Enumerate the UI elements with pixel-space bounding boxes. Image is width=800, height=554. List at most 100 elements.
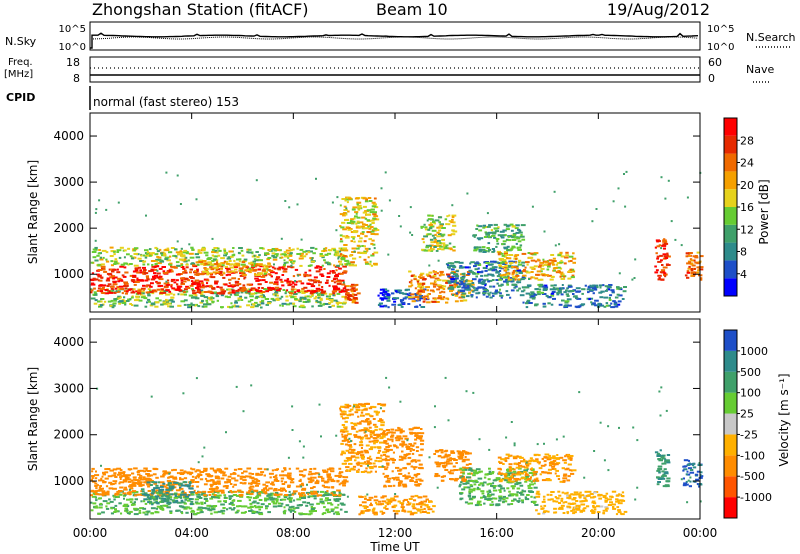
velocity-cell — [391, 470, 394, 473]
velocity-cell — [504, 479, 509, 482]
velocity-cell — [341, 493, 345, 496]
velocity-cell — [209, 479, 215, 482]
power-cell — [355, 226, 361, 229]
power-cell — [350, 289, 354, 292]
power-cell — [92, 248, 97, 251]
power-cell — [531, 253, 537, 256]
power-cell — [248, 284, 252, 286]
power-cell — [340, 260, 342, 263]
power-cell — [159, 292, 164, 294]
power-cell — [203, 296, 209, 299]
velocity-cell — [425, 498, 429, 501]
velocity-cell — [347, 457, 353, 460]
power-cell — [422, 296, 426, 299]
power-cell — [491, 231, 497, 234]
power-cell — [351, 247, 357, 250]
velocity-cell — [283, 509, 287, 512]
power-cell — [487, 250, 490, 253]
power-cell — [452, 281, 457, 284]
power-cell — [513, 236, 517, 239]
velocity-cell — [322, 512, 327, 515]
power-cell — [320, 294, 325, 297]
velocity-cell — [134, 494, 137, 497]
velocity-cell — [146, 470, 152, 472]
power-cell — [686, 271, 690, 274]
velocity-cell — [216, 480, 221, 483]
velocity-cell — [417, 496, 423, 499]
power-cell — [470, 295, 474, 298]
velocity-cell — [461, 469, 466, 472]
velocity-cell — [179, 493, 185, 496]
power-cell — [509, 223, 514, 226]
power-cell — [176, 240, 179, 243]
velocity-cell — [281, 483, 286, 485]
velocity-cell — [358, 422, 362, 425]
power-cell — [333, 281, 336, 284]
power-cell — [270, 297, 275, 300]
power-cell — [223, 260, 227, 263]
power-cell — [482, 290, 487, 293]
velocity-cell — [175, 509, 179, 512]
power-cell — [410, 296, 415, 299]
velocity-cell — [401, 508, 405, 510]
velocity-cell — [350, 455, 355, 458]
velocity-cell — [131, 490, 137, 493]
velocity-cell — [148, 497, 152, 500]
power-cell — [274, 247, 279, 250]
power-cell — [502, 273, 507, 276]
power-cell — [101, 286, 105, 289]
power-cell — [431, 214, 434, 217]
power-cell — [464, 280, 468, 283]
power-cell — [209, 266, 214, 269]
power-cell — [134, 299, 139, 302]
power-cell — [447, 266, 451, 269]
power-cell — [332, 278, 337, 281]
power-cell — [490, 260, 495, 263]
power-cell — [286, 249, 292, 252]
power-cell — [266, 258, 270, 261]
power-cell — [195, 287, 200, 289]
velocity-cell — [322, 470, 327, 473]
velocity-cell — [409, 428, 414, 431]
velocity-cell — [189, 473, 192, 476]
power-cell — [111, 306, 115, 309]
power-cell — [188, 243, 191, 246]
power-cell — [164, 286, 168, 289]
velocity-cell — [309, 468, 313, 470]
power-cell — [428, 271, 433, 274]
power-cell — [110, 250, 114, 253]
velocity-cell — [378, 466, 383, 468]
power-cell — [439, 245, 443, 248]
power-cell — [422, 290, 426, 293]
velocity-cell — [230, 491, 234, 494]
power-cell — [176, 283, 179, 286]
power-cell — [492, 295, 495, 297]
power-cell — [579, 304, 584, 307]
velocity-cell — [197, 493, 201, 496]
power-cell — [289, 292, 292, 294]
power-cell — [164, 256, 170, 259]
velocity-cell — [518, 497, 521, 500]
power-cell — [98, 249, 101, 251]
velocity-cell — [437, 455, 442, 458]
velocity-cell — [516, 482, 520, 485]
power-cell — [156, 288, 161, 291]
velocity-cell — [381, 403, 387, 406]
velocity-cell — [125, 509, 129, 512]
velocity-cell — [408, 475, 411, 478]
power-cell — [353, 290, 356, 292]
power-cell — [386, 289, 390, 292]
power-cell — [319, 273, 324, 276]
velocity-cell — [259, 491, 264, 493]
power-cell — [198, 261, 203, 263]
velocity-cell — [412, 449, 415, 451]
power-cell — [267, 262, 271, 265]
power-cell — [117, 295, 122, 298]
power-cell — [372, 213, 377, 216]
velocity-cell — [253, 489, 259, 492]
velocity-cell — [257, 473, 262, 476]
velocity-cell — [137, 481, 140, 484]
velocity-cell — [195, 493, 200, 496]
velocity-cell — [341, 435, 347, 438]
power-cell — [485, 265, 488, 267]
